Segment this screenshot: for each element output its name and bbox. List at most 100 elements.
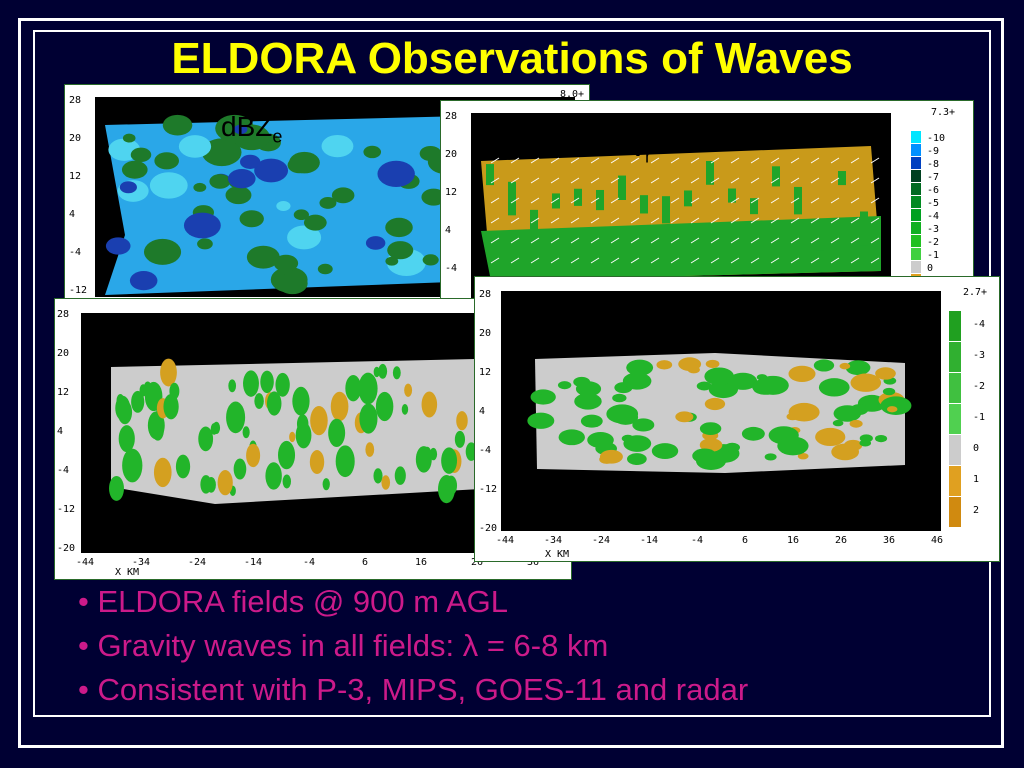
vr-wind-barb xyxy=(650,217,660,224)
vr-wind-barb xyxy=(590,177,600,184)
div-field-cell xyxy=(200,475,212,494)
vr-wind-barb xyxy=(650,177,660,184)
div-field-cell xyxy=(415,446,432,473)
vr-wind-barb xyxy=(850,177,860,184)
div-field-cell xyxy=(147,411,165,440)
vr-wind-barb xyxy=(630,217,640,224)
vr-wind-barb xyxy=(710,197,720,204)
vr-ytick-label: -4 xyxy=(445,263,457,274)
vr-wind-barb xyxy=(870,177,880,184)
vr-wind-barb xyxy=(610,217,620,224)
vr-wind-barb xyxy=(490,257,500,264)
vr-wind-barb xyxy=(630,177,640,184)
dbz-field-cell xyxy=(293,209,309,221)
vr-wind-barb xyxy=(730,237,740,244)
vr-wind-barb xyxy=(690,257,700,264)
vr-legend-swatch xyxy=(911,170,921,182)
vr-field-cell xyxy=(530,209,538,237)
vr-field-cell xyxy=(596,189,604,211)
vr-wind-barb xyxy=(570,217,580,224)
vr-wind-barb xyxy=(630,257,640,264)
vr-panel-label: vr xyxy=(631,131,651,168)
vort-field-cell xyxy=(704,397,726,411)
dbz-field-cell xyxy=(377,160,415,187)
vr-ytick-label: 20 xyxy=(445,149,457,160)
dbz-field-cell xyxy=(129,270,158,291)
vort-field-cell xyxy=(741,426,765,441)
vort-xtick-label: -14 xyxy=(640,535,658,546)
vort-xtick-label: 6 xyxy=(742,535,748,546)
vr-wind-barb xyxy=(590,157,600,164)
dbz-ytick-label: 28 xyxy=(69,95,81,106)
div-field-cell xyxy=(210,423,218,435)
vr-wind-barb xyxy=(830,177,840,184)
vr-wind-barb xyxy=(830,157,840,164)
dbz-field-cell xyxy=(254,158,289,183)
vr-wind-barb xyxy=(510,177,520,184)
vr-wind-barb xyxy=(750,237,760,244)
div-ytick-label: 28 xyxy=(57,309,69,320)
vr-wind-barb xyxy=(510,257,520,264)
div-field-cell xyxy=(345,375,362,402)
vr-wind-barb xyxy=(810,237,820,244)
vort-ytick-label: 12 xyxy=(479,367,491,378)
div-field-cell xyxy=(275,372,290,397)
div-ytick-label: 20 xyxy=(57,348,69,359)
vr-wind-barb xyxy=(730,217,740,224)
dbz-field-cell xyxy=(149,172,188,199)
vort-legend-swatch xyxy=(949,466,961,496)
vr-wind-barb xyxy=(870,217,880,224)
div-field-cell xyxy=(328,418,346,448)
vr-legend-swatch xyxy=(911,183,921,195)
vr-wind-barb xyxy=(690,157,700,164)
div-field-cell xyxy=(109,475,124,501)
vort-xtick-label: -4 xyxy=(691,535,703,546)
vort-ytick-label: 28 xyxy=(479,289,491,300)
vr-wind-barb xyxy=(830,237,840,244)
vort-field-cell xyxy=(699,422,722,436)
div-xtick-label: -34 xyxy=(132,557,150,568)
vr-wind-barb xyxy=(750,217,760,224)
vr-legend-swatch xyxy=(911,196,921,208)
vr-wind-barb xyxy=(570,237,580,244)
vr-wind-barb xyxy=(710,177,720,184)
dbz-field-cell xyxy=(385,256,399,266)
vort-legend-label: -4 xyxy=(973,319,985,330)
dbz-field-cell xyxy=(277,272,308,295)
div-field-cell xyxy=(139,384,147,397)
vr-wind-barb xyxy=(670,157,680,164)
vr-wind-barb xyxy=(490,217,500,224)
vr-wind-barb xyxy=(570,177,580,184)
vr-wind-barb xyxy=(630,237,640,244)
div-field-cell xyxy=(309,450,325,475)
vort-xtick-label: 16 xyxy=(787,535,799,546)
vort-field-cell xyxy=(699,438,723,452)
dbz-field-cell xyxy=(197,238,213,250)
vr-legend-swatch xyxy=(911,209,921,221)
vr-wind-barb xyxy=(790,237,800,244)
dbz-field-cell xyxy=(363,145,382,159)
vort-ytick-label: -4 xyxy=(479,445,491,456)
vr-wind-barb xyxy=(550,257,560,264)
vr-wind-barb xyxy=(870,157,880,164)
div-field-cell xyxy=(454,430,466,448)
dbz-field-cell xyxy=(239,210,264,228)
vr-wind-barb xyxy=(870,197,880,204)
vort-field-cell xyxy=(632,418,655,432)
vr-field-cell xyxy=(706,161,714,185)
vort-field-cell xyxy=(832,419,844,427)
vr-field-cell xyxy=(838,171,846,186)
vr-wind-barb xyxy=(610,237,620,244)
vr-ytick-label: 4 xyxy=(445,225,451,236)
vort-legend-swatch xyxy=(949,342,961,372)
vort-field-cell xyxy=(859,434,873,443)
div-field-cell xyxy=(445,475,458,496)
div-field-cell xyxy=(243,370,259,397)
vr-field-cell xyxy=(772,166,780,187)
vr-wind-barb xyxy=(570,197,580,204)
vr-wind-barb xyxy=(490,177,500,184)
div-field-cell xyxy=(254,393,264,409)
vort-field-cell xyxy=(606,404,639,424)
